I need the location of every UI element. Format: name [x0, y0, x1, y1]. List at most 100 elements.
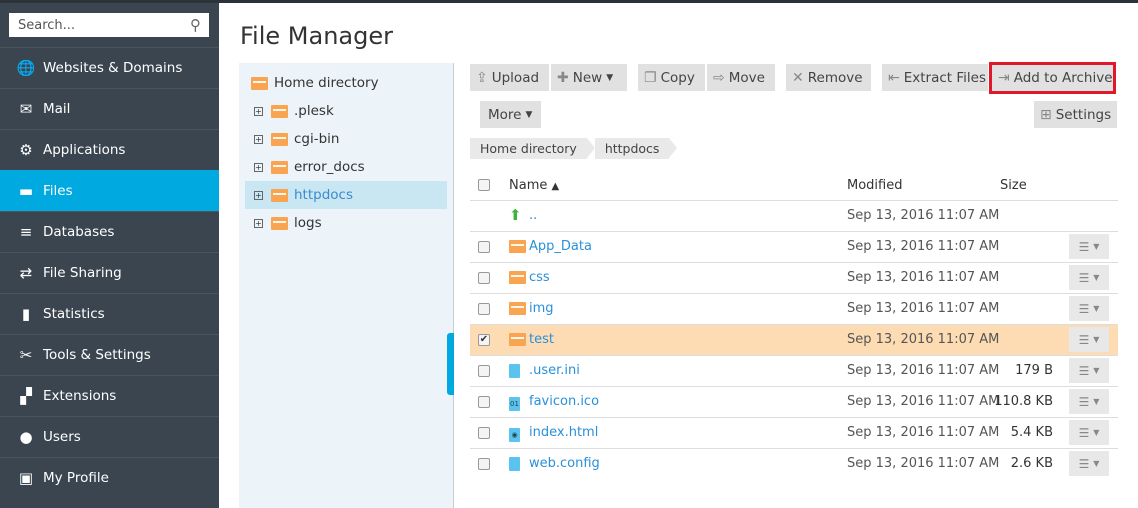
sidebar-item-users[interactable]: ● Users: [0, 416, 219, 457]
new-button[interactable]: ✚ New ▼: [551, 64, 627, 91]
row-menu-button[interactable]: ☰ ▼: [1069, 389, 1109, 414]
tree-item[interactable]: + error_docs: [245, 153, 447, 181]
caret-down-icon: ▼: [1093, 335, 1100, 344]
row-menu-button[interactable]: ☰ ▼: [1069, 296, 1109, 321]
table-row[interactable]: ⬆.. Sep 13, 2016 11:07 AM: [470, 200, 1118, 231]
sidebar-item-databases[interactable]: ≡ Databases: [0, 211, 219, 252]
extract-files-button[interactable]: ⇤ Extract Files: [882, 64, 988, 91]
file-name-link[interactable]: test: [529, 332, 554, 347]
table-row[interactable]: web.config Sep 13, 2016 11:07 AM 2.6 KB ☰ ▼: [470, 448, 1118, 479]
table-row[interactable]: css Sep 13, 2016 11:07 AM ☰ ▼: [470, 262, 1118, 293]
sidebar-item-extensions[interactable]: ▞ Extensions: [0, 375, 219, 416]
folder-icon: [509, 240, 526, 253]
file-name-link[interactable]: App_Data: [529, 239, 592, 254]
hamburger-icon: ☰: [1078, 239, 1090, 254]
add-to-archive-button[interactable]: ⇥ Add to Archive: [992, 64, 1113, 91]
move-button[interactable]: ⇨ Move: [707, 64, 775, 91]
row-menu-button[interactable]: ☰ ▼: [1069, 327, 1109, 352]
sidebar-item-statistics[interactable]: ▮ Statistics: [0, 293, 219, 334]
hamburger-icon: ☰: [1078, 425, 1090, 440]
row-checkbox[interactable]: [478, 427, 490, 439]
caret-down-icon: ▼: [1093, 459, 1100, 468]
table-row[interactable]: img Sep 13, 2016 11:07 AM ☰ ▼: [470, 293, 1118, 324]
remove-label: Remove: [807, 69, 863, 86]
file-name-link[interactable]: favicon.ico: [529, 394, 600, 409]
row-menu-button[interactable]: ☰ ▼: [1069, 451, 1109, 476]
arrow-right-icon: ⇨: [713, 69, 725, 86]
table-row[interactable]: .user.ini Sep 13, 2016 11:07 AM 179 B ☰ ▼: [470, 355, 1118, 386]
tree-root[interactable]: Home directory: [251, 69, 453, 97]
expand-icon[interactable]: +: [254, 162, 263, 172]
row-menu-button[interactable]: ☰ ▼: [1069, 358, 1109, 383]
hamburger-icon: ☰: [1078, 394, 1090, 409]
row-menu-button[interactable]: ☰ ▼: [1069, 234, 1109, 259]
tree-item[interactable]: + .plesk: [245, 97, 447, 125]
sidebar-item-label: Mail: [43, 101, 71, 117]
tree-collapse-handle[interactable]: [447, 333, 454, 395]
tree-item[interactable]: + httpdocs: [245, 181, 447, 209]
upload-button[interactable]: ⇪ Upload: [470, 64, 549, 91]
breadcrumb-home[interactable]: Home directory: [470, 138, 595, 159]
table-row[interactable]: ✔ test Sep 13, 2016 11:07 AM ☰ ▼: [470, 324, 1118, 355]
search-input[interactable]: Search... ⚲: [9, 13, 209, 37]
copy-button[interactable]: ❐ Copy: [638, 64, 705, 91]
row-menu-button[interactable]: ☰ ▼: [1069, 420, 1109, 445]
expand-icon[interactable]: +: [254, 190, 263, 200]
sidebar-item-label: Websites & Domains: [43, 60, 183, 76]
row-checkbox[interactable]: [478, 303, 490, 315]
highlight-box: [989, 62, 1116, 94]
settings-button[interactable]: ⊞ Settings: [1034, 101, 1117, 128]
row-checkbox[interactable]: [478, 365, 490, 377]
expand-icon[interactable]: +: [254, 106, 263, 116]
sidebar-item-mail[interactable]: ✉ Mail: [0, 88, 219, 129]
name-column-header[interactable]: Name ▲: [509, 178, 559, 193]
remove-icon: ✕: [792, 69, 804, 86]
row-checkbox[interactable]: ✔: [478, 334, 490, 346]
sidebar-item-file-sharing[interactable]: ⇄ File Sharing: [0, 252, 219, 293]
row-checkbox[interactable]: [478, 241, 490, 253]
sidebar-item-websites-domains[interactable]: 🌐 Websites & Domains: [0, 47, 219, 88]
sidebar-item-my-profile[interactable]: ▣ My Profile: [0, 457, 219, 498]
file-name-link[interactable]: ..: [529, 208, 538, 223]
folder-icon: [271, 132, 288, 146]
remove-button[interactable]: ✕ Remove: [786, 64, 871, 91]
extract-label: Extract Files: [903, 69, 986, 86]
sidebar-item-label: Files: [43, 183, 73, 199]
row-checkbox[interactable]: [478, 272, 490, 284]
row-checkbox[interactable]: [478, 396, 490, 408]
file-name-link[interactable]: web.config: [529, 456, 600, 471]
breadcrumb: Home directory httpdocs: [470, 138, 678, 159]
row-checkbox[interactable]: [478, 458, 490, 470]
search-icon[interactable]: ⚲: [190, 16, 201, 34]
breadcrumb-httpdocs[interactable]: httpdocs: [594, 138, 678, 159]
row-menu-button[interactable]: ☰ ▼: [1069, 265, 1109, 290]
table-row[interactable]: 01 favicon.ico Sep 13, 2016 11:07 AM 110.8 …: [470, 386, 1118, 417]
hamburger-icon: ☰: [1078, 332, 1090, 347]
sidebar-item-applications[interactable]: ⚙ Applications: [0, 129, 219, 170]
file-name-link[interactable]: img: [529, 301, 554, 316]
modified-date: Sep 13, 2016 11:07 AM: [847, 239, 1000, 254]
table-row[interactable]: ◉ index.html Sep 13, 2016 11:07 AM 5.4 KB ☰ …: [470, 417, 1118, 448]
table-row[interactable]: App_Data Sep 13, 2016 11:07 AM ☰ ▼: [470, 231, 1118, 262]
file-name-link[interactable]: index.html: [529, 425, 599, 440]
size-column-header[interactable]: Size: [1000, 178, 1027, 193]
folder-icon: [271, 104, 288, 118]
expand-icon[interactable]: +: [254, 218, 263, 228]
mail-icon: ✉: [19, 100, 33, 118]
sidebar-item-tools-settings[interactable]: ✂ Tools & Settings: [0, 334, 219, 375]
file-size: 179 B: [1015, 363, 1053, 378]
file-name-link[interactable]: css: [529, 270, 550, 285]
sidebar-item-files[interactable]: ▬ Files: [0, 170, 219, 211]
folder-icon: [509, 271, 526, 284]
up-arrow-icon: ⬆: [509, 206, 522, 224]
more-button[interactable]: More ▼: [480, 101, 541, 128]
tree-item[interactable]: + logs: [245, 209, 447, 237]
expand-icon[interactable]: +: [254, 134, 263, 144]
select-all-checkbox[interactable]: [478, 179, 490, 191]
modified-column-header[interactable]: Modified: [847, 178, 903, 193]
modified-date: Sep 13, 2016 11:07 AM: [847, 270, 1000, 285]
page-title: File Manager: [240, 22, 393, 50]
tree-item[interactable]: + cgi-bin: [245, 125, 447, 153]
file-name-link[interactable]: .user.ini: [529, 363, 580, 378]
file-size: 2.6 KB: [1010, 456, 1053, 471]
